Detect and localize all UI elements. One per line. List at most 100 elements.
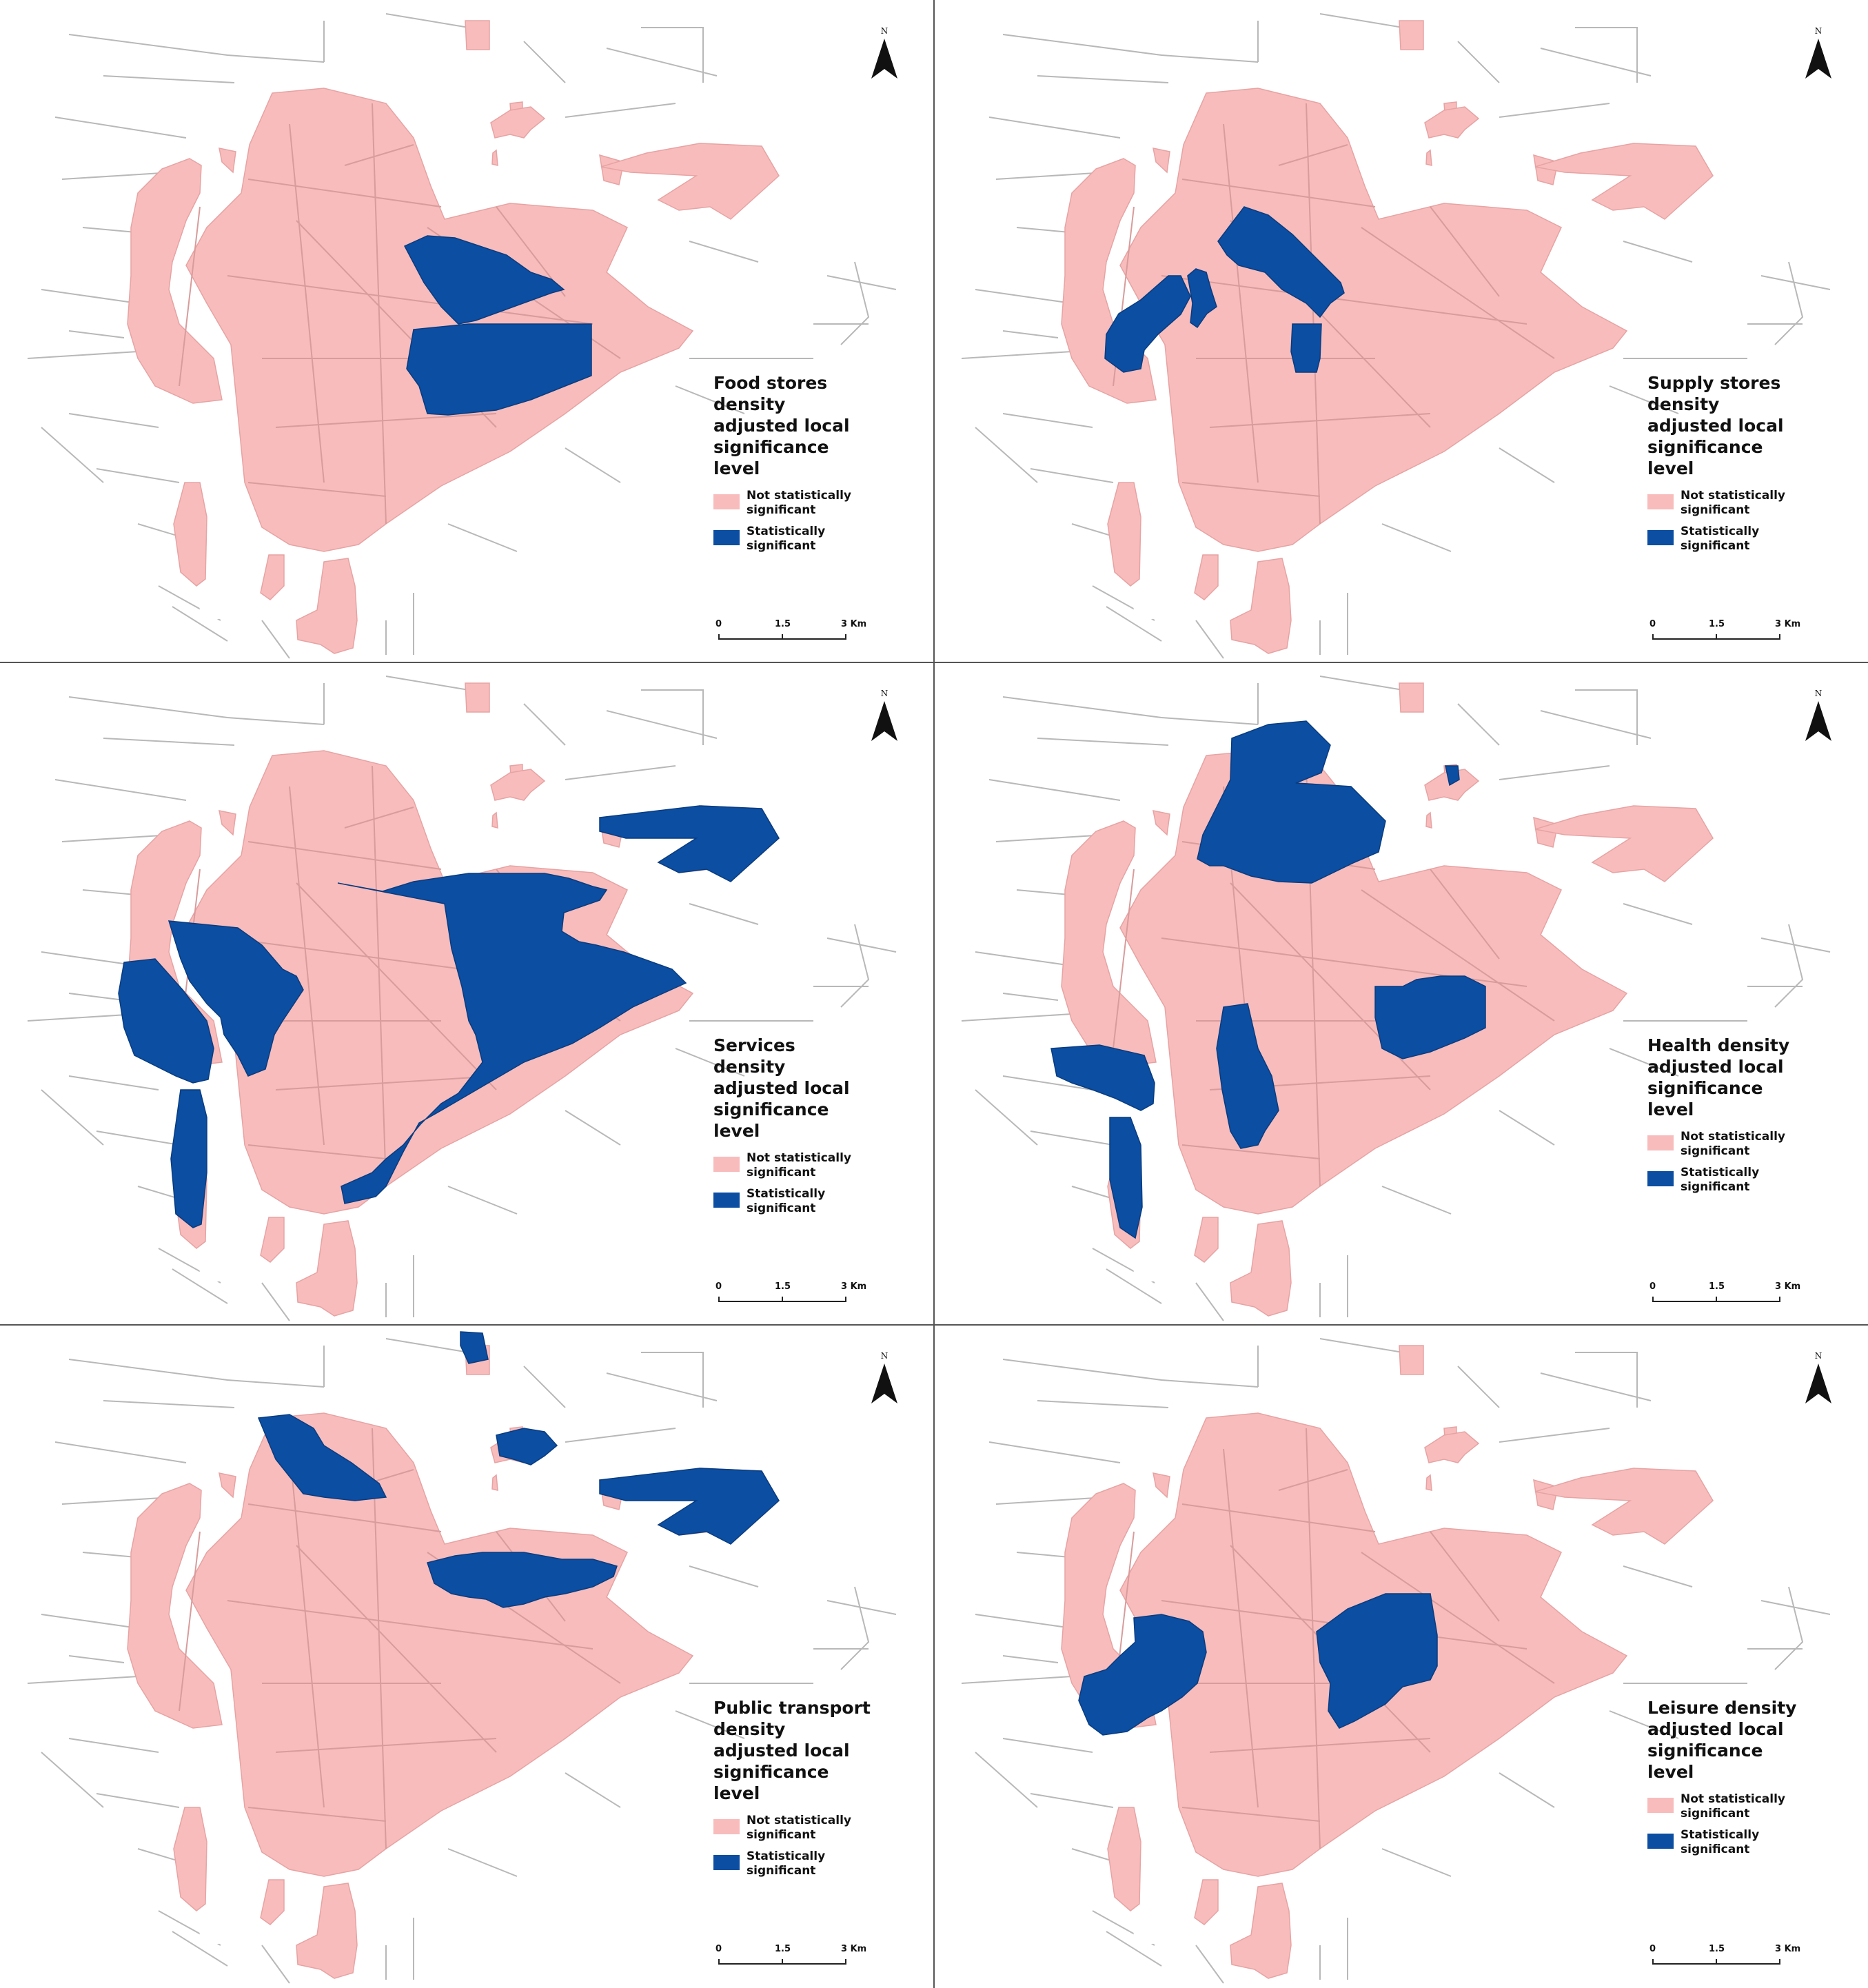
north-arrow: N [1803, 1351, 1834, 1406]
legend-item-significant: Statistically significant [713, 525, 920, 554]
street-line [1195, 620, 1224, 659]
street-line [1774, 1586, 1804, 1670]
street-line [1030, 468, 1114, 483]
inner-street-line [275, 1075, 497, 1091]
legend-swatch-not-significant [1647, 1798, 1674, 1813]
street-line [385, 13, 469, 28]
not-significant-area [1107, 482, 1141, 587]
not-significant-area [491, 811, 498, 829]
scale-bar: 0 1.5 3 Km [715, 1944, 874, 1971]
street-line [1002, 1738, 1093, 1753]
scale-label: 3 Km [841, 1281, 867, 1292]
north-arrow-icon [1805, 701, 1831, 741]
map-food-stores [27, 13, 897, 659]
street-line [385, 1338, 469, 1353]
street-line [961, 1013, 1073, 1022]
scale-label: 0 [715, 1944, 722, 1954]
street-line [41, 427, 104, 483]
legend: Health density adjusted local significan… [1647, 1035, 1854, 1201]
not-significant-area [260, 1217, 285, 1263]
inner-street-line [296, 882, 497, 1091]
street-line [1774, 924, 1804, 1008]
map-services [27, 676, 897, 1321]
scale-label: 3 Km [841, 1944, 867, 1954]
inner-street-line [289, 786, 325, 1146]
north-arrow-icon [871, 39, 897, 79]
street-line [172, 1931, 228, 1967]
legend-item-significant: Statistically significant [1647, 525, 1854, 554]
significant-area [1187, 268, 1217, 329]
map-public-transport [27, 1331, 897, 1984]
significant-area [496, 1428, 558, 1465]
street-line [41, 951, 139, 966]
scale-label: 0 [1649, 1944, 1656, 1954]
street-line [1002, 1359, 1259, 1388]
inner-street-line [344, 144, 414, 166]
not-significant-area [127, 158, 223, 404]
street-line [1499, 765, 1610, 780]
significant-area [1109, 1117, 1143, 1239]
street-line [1037, 1400, 1169, 1408]
street-line [61, 172, 173, 180]
street-line [447, 523, 518, 552]
street-line [103, 75, 235, 83]
street-line [975, 289, 1073, 304]
street-line [641, 27, 704, 83]
legend-swatch-not-significant [1647, 494, 1674, 509]
not-significant-area [296, 1220, 358, 1317]
street-line [1030, 1793, 1114, 1808]
map-panel-food-stores: N Food stores density adjusted local sign… [0, 0, 934, 662]
not-significant-area [1230, 1883, 1292, 1979]
significant-area [1216, 1003, 1279, 1149]
north-arrow-icon [871, 701, 897, 741]
scale-label: 1.5 [1709, 1281, 1725, 1292]
scale-bar-tick [1716, 634, 1717, 640]
legend-label-significant: Statistically significant [747, 525, 826, 553]
street-line [641, 689, 704, 745]
street-line [641, 1352, 704, 1408]
street-line [1195, 1282, 1224, 1321]
scale-bar: 0 1.5 3 Km [715, 619, 874, 647]
map-panel-health: N Health density adjusted local significa… [934, 662, 1868, 1325]
not-significant-area [260, 1879, 285, 1925]
street-line [995, 1497, 1107, 1505]
legend-swatch-not-significant [1647, 1135, 1674, 1150]
inner-street-line [1430, 1531, 1500, 1622]
street-line [689, 241, 759, 263]
street-line [1457, 1366, 1500, 1408]
scale-label: 3 Km [1775, 619, 1801, 629]
significant-area [599, 805, 780, 882]
scale-label: 1.5 [775, 619, 791, 629]
street-line [565, 1110, 621, 1146]
legend-label-significant: Statistically significant [747, 1849, 826, 1878]
significant-area [337, 873, 687, 1204]
street-line [1037, 738, 1169, 746]
scale-label: 1.5 [775, 1281, 791, 1292]
legend-item-not-significant: Not statistically significant [713, 1814, 920, 1843]
legend: Services density adjusted local signific… [713, 1035, 920, 1223]
street-line [1774, 261, 1804, 345]
inner-street-line [296, 1545, 497, 1753]
north-label: N [1814, 689, 1823, 698]
inner-street-line [1181, 179, 1376, 207]
legend: Food stores density adjusted local signi… [713, 372, 920, 560]
street-line [96, 468, 180, 483]
street-line [61, 834, 173, 842]
not-significant-area [1424, 106, 1480, 139]
street-line [995, 834, 1107, 842]
panel-divider [0, 662, 1868, 663]
street-line [565, 765, 676, 780]
street-line [1540, 1372, 1652, 1401]
inner-street-line [1361, 889, 1555, 1022]
significant-zones [1050, 720, 1486, 1239]
street-line [1575, 1352, 1638, 1408]
scale-bar-tick [782, 634, 783, 640]
significant-area [406, 323, 592, 416]
city-street-texture [179, 103, 621, 525]
street-line [27, 1676, 139, 1684]
legend-label-significant: Statistically significant [1681, 1828, 1760, 1856]
street-line [61, 1497, 173, 1505]
legend-item-not-significant: Not statistically significant [713, 1151, 920, 1180]
legend-swatch-significant [1647, 1171, 1674, 1186]
